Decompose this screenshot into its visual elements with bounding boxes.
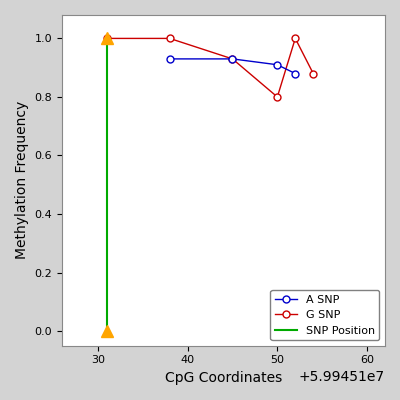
X-axis label: CpG Coordinates: CpG Coordinates (165, 371, 282, 385)
Legend: A SNP, G SNP, SNP Position: A SNP, G SNP, SNP Position (270, 290, 380, 340)
Y-axis label: Methylation Frequency: Methylation Frequency (15, 101, 29, 260)
